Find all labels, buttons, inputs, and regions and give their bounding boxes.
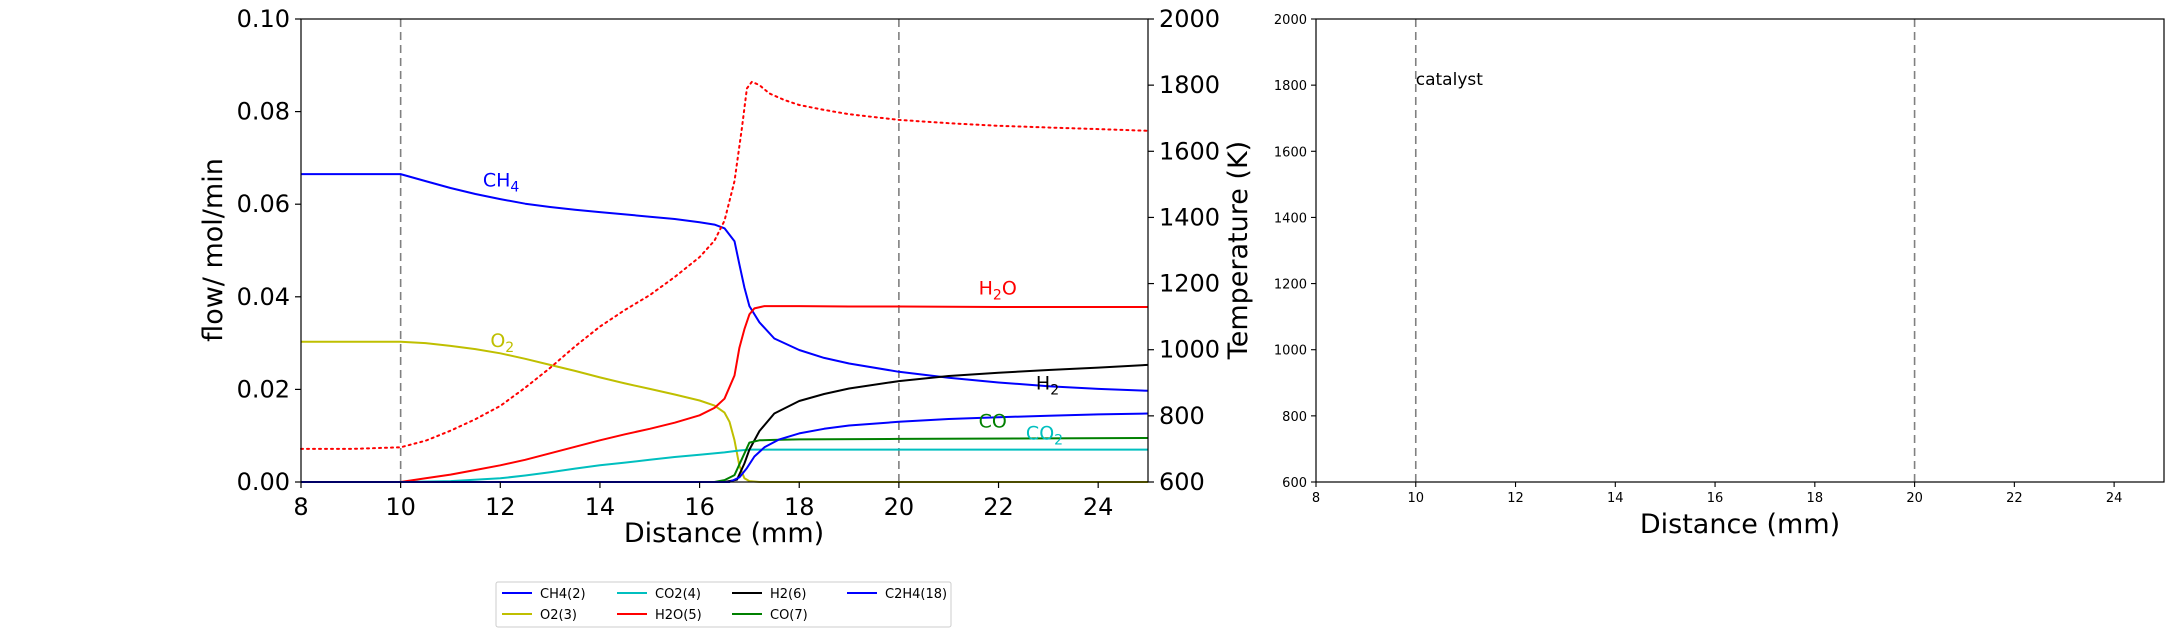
temperature-tick-label: 1400 xyxy=(1159,203,1220,231)
right-x-tick-label: 16 xyxy=(1707,491,1724,506)
annotation-label: CO xyxy=(979,410,1007,432)
right-x-ticks: 8 10 12 14 16 18 20 22 24 xyxy=(1312,482,2123,506)
left-y-tick-label: 0.10 xyxy=(237,5,290,33)
right-y-tick-label: 1400 xyxy=(1274,211,1307,226)
left-x-ticks: 8 10 12 14 16 18 20 22 24 xyxy=(293,482,1113,521)
right-y-tick-label: 800 xyxy=(1282,410,1307,425)
catalyst-label: catalyst xyxy=(1416,70,1483,90)
right-x-axis-label: Distance (mm) xyxy=(1640,509,1840,540)
right-annotations: catalyst xyxy=(1416,70,1483,90)
temperature-tick-label: 1000 xyxy=(1159,336,1220,364)
annotation-label: H2 xyxy=(1036,372,1059,398)
series-line-co-7 xyxy=(301,437,1149,483)
series-line-h2o-5 xyxy=(301,305,1148,483)
legend-item-h2-6: H2(6) xyxy=(732,587,806,602)
left-x-tick-label: 8 xyxy=(293,493,308,521)
right-y-tick-label: 1600 xyxy=(1274,145,1307,160)
legend-item-o2-3: O2(3) xyxy=(502,608,577,623)
right-y-tick-label: 1000 xyxy=(1274,344,1307,359)
annotation-label: CH4 xyxy=(483,170,520,196)
left-y2-axis-label: Temperature (K) xyxy=(1223,141,1254,360)
legend-label: CO(7) xyxy=(770,608,808,623)
temperature-tick-label: 1800 xyxy=(1159,71,1220,99)
legend-label: O2(3) xyxy=(540,608,577,623)
annotation-label: CO2 xyxy=(1026,422,1063,448)
right-x-tick-label: 14 xyxy=(1607,491,1624,506)
right-x-tick-label: 18 xyxy=(1807,491,1824,506)
right-y-ticks: 600 800 1000 1200 1400 1600 1800 2000 xyxy=(1274,13,1316,491)
right-x-tick-label: 10 xyxy=(1407,491,1424,506)
temperature-tick-label: 600 xyxy=(1159,468,1205,496)
legend-label: CH4(2) xyxy=(540,587,586,602)
left-chart: 8 10 12 14 16 18 20 22 24 0.000.020.040.060.080.… xyxy=(198,5,1254,628)
left-x-tick-label: 10 xyxy=(385,493,416,521)
legend-item-ch4-2: CH4(2) xyxy=(502,587,586,602)
left-y-ticks: 0.00 0.02 0.04 0.06 0.08 0.10 xyxy=(237,5,301,496)
right-x-tick-label: 8 xyxy=(1312,491,1320,506)
left-y-tick-label: 0.02 xyxy=(237,375,290,403)
left-x-axis-label: Distance (mm) xyxy=(624,518,824,549)
legend: CH4(2) O2(3) CO2(4) H2O(5) H2(6) CO(7) C2H4(18… xyxy=(495,581,952,628)
left-series-lines xyxy=(300,80,1149,483)
right-x-tick-label: 20 xyxy=(1906,491,1923,506)
series-line-ch4-2 xyxy=(301,173,1149,392)
left-x-tick-label: 20 xyxy=(884,493,915,521)
left-x-tick-label: 16 xyxy=(684,493,715,521)
temperature-tick-label: 800 xyxy=(1159,402,1205,430)
left-y2-ticks: 600 800 1000 1200 1400 1600 1800 2000 xyxy=(1148,5,1220,496)
temperature-tick-label: 1600 xyxy=(1159,137,1220,165)
right-x-tick-label: 24 xyxy=(2106,491,2123,506)
legend-item-co-7: CO(7) xyxy=(732,608,808,623)
right-y-tick-label: 1200 xyxy=(1274,278,1307,293)
legend-label: H2O(5) xyxy=(655,608,702,623)
left-y-tick-label: 0.04 xyxy=(237,283,290,311)
series-line-h2-6 xyxy=(301,363,1149,483)
left-x-tick-label: 24 xyxy=(1083,493,1114,521)
temperature-tick-label: 1200 xyxy=(1159,270,1220,298)
right-x-tick-label: 12 xyxy=(1507,491,1524,506)
left-y-axis-label: flow/ mol/min xyxy=(198,158,229,342)
left-y-tick-label: 0.08 xyxy=(237,98,290,126)
left-x-tick-label: 14 xyxy=(585,493,616,521)
right-chart: 8 10 12 14 16 18 20 22 24 600 800 1000 1200 1400 1600… xyxy=(1274,13,2165,540)
annotation-label: H2O xyxy=(979,277,1017,303)
legend-item-co2-4: CO2(4) xyxy=(617,587,701,602)
annotation-label: O2 xyxy=(490,330,514,356)
left-y-tick-label: 0.00 xyxy=(237,468,290,496)
series-line-co2-4 xyxy=(301,448,1148,483)
legend-box xyxy=(495,581,952,628)
series-line-o2-3 xyxy=(301,340,1148,483)
right-y-tick-label: 1800 xyxy=(1274,79,1307,94)
legend-label: H2(6) xyxy=(770,587,806,602)
legend-item-h2o-5: H2O(5) xyxy=(617,608,702,623)
legend-label: CO2(4) xyxy=(655,587,701,602)
right-x-tick-label: 22 xyxy=(2006,491,2023,506)
temperature-line xyxy=(300,80,1149,450)
temperature-tick-label: 2000 xyxy=(1159,5,1220,33)
right-y-tick-label: 600 xyxy=(1282,476,1307,491)
left-x-tick-label: 18 xyxy=(784,493,815,521)
left-x-tick-label: 22 xyxy=(983,493,1014,521)
series-line-c2h4-18 xyxy=(301,412,1149,483)
legend-item-c2h4-18: C2H4(18) xyxy=(847,587,947,602)
right-plot-frame xyxy=(1315,18,2165,483)
legend-label: C2H4(18) xyxy=(885,587,947,602)
right-y-tick-label: 2000 xyxy=(1274,13,1307,28)
left-y-tick-label: 0.06 xyxy=(237,190,290,218)
left-x-tick-label: 12 xyxy=(485,493,516,521)
left-annotations: CH4 O2 H2O H2 CO CO2 xyxy=(483,170,1063,449)
left-plot-frame xyxy=(300,18,1149,483)
